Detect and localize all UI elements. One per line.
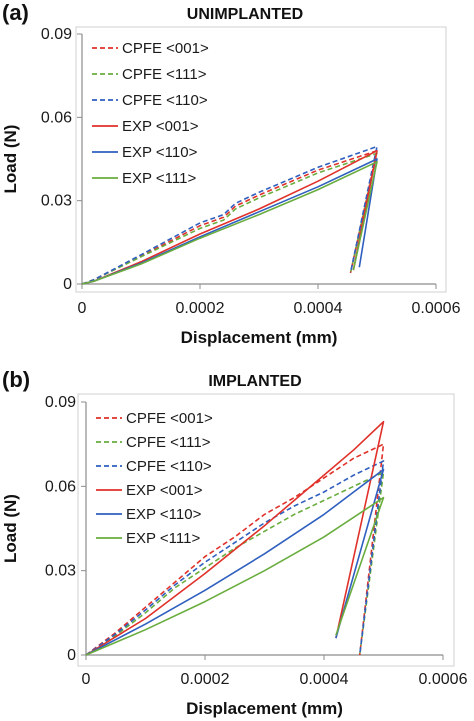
panel-label: (b)	[2, 367, 30, 392]
x-tick-label: 0.0006	[412, 300, 461, 317]
chart-panel-b: 0 0.03 0.06 0.09 0 0.0002 0.0004 0.0006 CPFE <00…	[1, 367, 468, 718]
y-tick-label: 0.03	[45, 563, 76, 580]
legend-label: CPFE <001>	[122, 40, 209, 57]
y-tick-label: 0	[63, 276, 72, 293]
chart-title: IMPLANTED	[208, 373, 301, 390]
x-axis-label: Displacement (mm)	[186, 699, 343, 718]
x-tick-label: 0	[78, 300, 87, 317]
plot-frame	[77, 393, 455, 667]
series-line-exp-111	[85, 496, 385, 656]
plot-frame	[75, 26, 447, 293]
chart-title: UNIMPLANTED	[187, 6, 303, 23]
y-tick-label: 0.09	[45, 394, 76, 411]
y-axis-label: Load (N)	[1, 125, 20, 194]
legend-label: EXP <110>	[126, 506, 202, 523]
y-tick-label: 0	[67, 647, 76, 664]
x-axis-label: Displacement (mm)	[181, 328, 338, 347]
x-tick-label: 0.0006	[419, 671, 468, 688]
legend-label: EXP <001>	[126, 482, 203, 499]
legend-label: CPFE <110>	[126, 458, 212, 475]
legend-label: EXP <111>	[126, 530, 200, 547]
series-line-cpfe-111	[81, 152, 378, 285]
legend-label: CPFE <111>	[126, 434, 211, 451]
y-tick-label: 0.03	[41, 193, 72, 210]
legend-label: CPFE <111>	[122, 66, 207, 83]
panel-label: (a)	[2, 0, 29, 25]
legend-label: EXP <001>	[122, 118, 199, 135]
series-line-cpfe-110	[85, 460, 385, 656]
legend-label: CPFE <001>	[126, 410, 213, 427]
x-tick-label: 0.0004	[300, 671, 349, 688]
y-tick-label: 0.09	[41, 26, 72, 43]
series-line-exp-110	[85, 468, 385, 656]
series-line-exp-001	[85, 420, 385, 656]
x-tick-label: 0.0004	[294, 300, 343, 317]
series-line-cpfe-001	[85, 443, 385, 656]
series-line-exp-111	[81, 161, 378, 285]
legend-label: EXP <110>	[122, 144, 198, 161]
y-tick-label: 0.06	[45, 478, 76, 495]
legend-label: EXP <111>	[122, 170, 196, 187]
x-tick-label: 0	[82, 671, 91, 688]
chart-panel-a: 0 0.03 0.06 0.09 0 0.0002 0.0004 0.0006 CPFE <00…	[1, 0, 461, 347]
y-tick-label: 0.06	[41, 109, 72, 126]
x-tick-label: 0.0002	[181, 671, 230, 688]
y-axis-label: Load (N)	[1, 494, 20, 563]
legend-label: CPFE <110>	[122, 92, 208, 109]
x-tick-label: 0.0002	[176, 300, 225, 317]
series-line-cpfe-111	[85, 471, 385, 656]
series-line-cpfe-001	[81, 149, 378, 285]
